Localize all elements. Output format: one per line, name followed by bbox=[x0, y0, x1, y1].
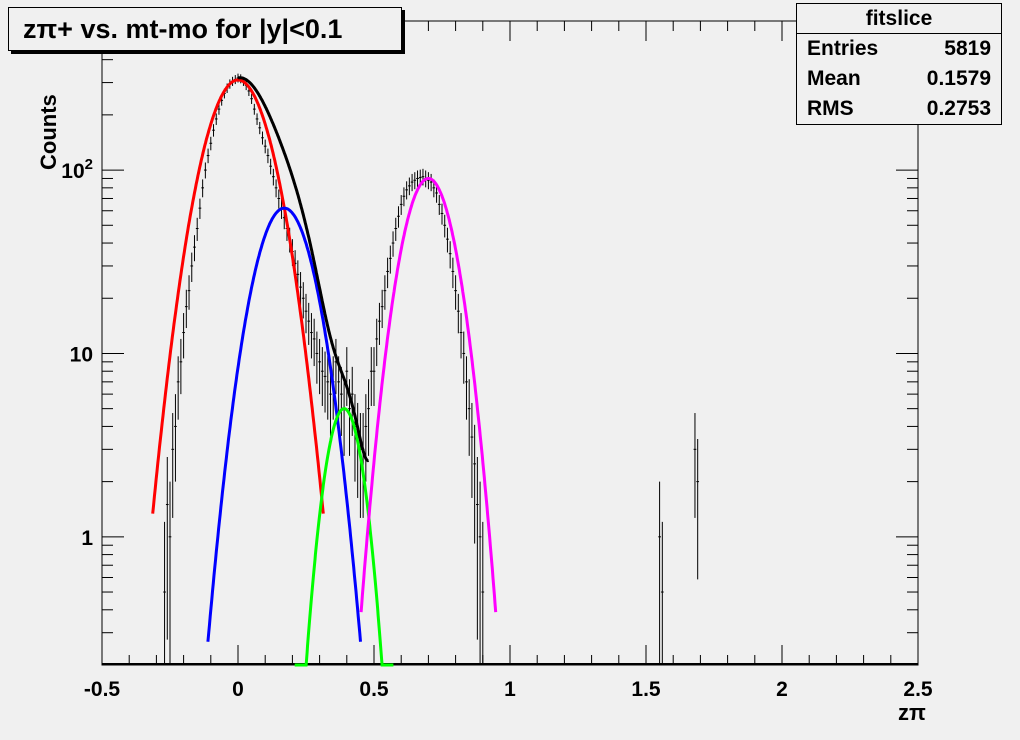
stats-row-mean: Mean 0.1579 bbox=[797, 64, 1001, 94]
plot-frame bbox=[101, 20, 919, 666]
stats-value: 0.2753 bbox=[926, 97, 991, 120]
fit-curve bbox=[206, 206, 362, 642]
total-fit-curve bbox=[237, 76, 370, 463]
x-tick-label: 2.5 bbox=[903, 678, 933, 701]
y-tick-label: 10 bbox=[70, 343, 93, 366]
fit-curve bbox=[359, 177, 498, 613]
x-tick-label: 0.5 bbox=[359, 678, 389, 701]
x-tick-label: 1.5 bbox=[631, 678, 661, 701]
stats-value: 5819 bbox=[944, 37, 991, 60]
stats-title: fitslice bbox=[797, 4, 1001, 34]
stats-row-entries: Entries 5819 bbox=[797, 34, 1001, 64]
y-axis-label: Counts bbox=[36, 94, 61, 170]
x-tick-label: -0.5 bbox=[84, 678, 121, 701]
stats-row-rms: RMS 0.2753 bbox=[797, 94, 1001, 124]
stats-label: Entries bbox=[807, 37, 879, 60]
stats-label: Mean bbox=[807, 67, 861, 90]
y-tick-label: 1 bbox=[81, 527, 93, 550]
chart-title: zπ+ vs. mt-mo for |y|<0.1 bbox=[23, 14, 343, 44]
x-axis-label: zπ bbox=[898, 700, 926, 725]
fit-curve bbox=[294, 407, 394, 667]
chart-title-box: zπ+ vs. mt-mo for |y|<0.1 bbox=[8, 7, 402, 51]
x-tick-label: 0 bbox=[232, 678, 244, 701]
stats-box: fitslice Entries 5819 Mean 0.1579 RMS 0.… bbox=[796, 3, 1002, 125]
y-tick-label: 102 bbox=[61, 156, 93, 183]
x-tick-label: 1 bbox=[504, 678, 516, 701]
x-tick-label: 2 bbox=[776, 678, 788, 701]
fit-curve bbox=[151, 78, 325, 514]
stats-label: RMS bbox=[807, 97, 854, 120]
stats-value: 0.1579 bbox=[926, 67, 991, 90]
